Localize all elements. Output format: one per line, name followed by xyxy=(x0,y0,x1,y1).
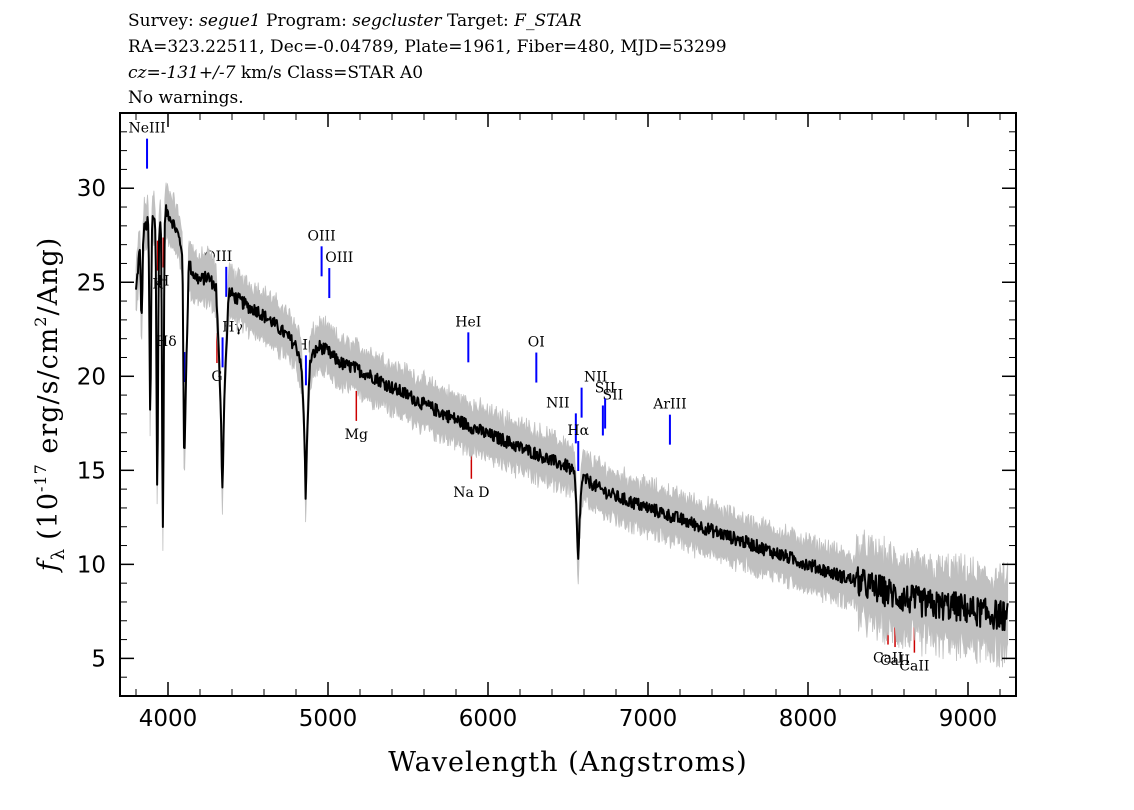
header-line-2: RA=323.22511, Dec=-0.04789, Plate=1961, … xyxy=(128,37,727,57)
y-axis-title-mid: erg/s/cm xyxy=(33,327,64,464)
y-axis-title-exp1: -17 xyxy=(31,463,50,492)
emission-line-label: Hγ xyxy=(222,319,243,335)
emission-line-label: OIII xyxy=(325,250,353,266)
target-value: F_STAR xyxy=(514,11,582,31)
y-axis-title-exp2: 2 xyxy=(31,316,50,327)
cz-rest: km/s Class=STAR A0 xyxy=(240,63,424,83)
x-tick-label: 5000 xyxy=(299,706,358,732)
x-tick-label: 7000 xyxy=(619,706,678,732)
y-tick-label: 15 xyxy=(77,458,106,484)
y-tick-label: 30 xyxy=(77,176,106,202)
emission-line-label: OIII xyxy=(308,228,336,244)
header-line-3: cz=-131+/-7 km/s Class=STAR A0 xyxy=(128,62,423,84)
y-tick-label: 5 xyxy=(91,646,106,672)
y-axis-title-sub: λ xyxy=(48,548,69,560)
program-value: segcluster xyxy=(352,11,442,31)
survey-label: Survey: xyxy=(128,11,194,31)
survey-value: segue1 xyxy=(199,11,261,31)
emission-line-label: Hα xyxy=(567,423,589,439)
flux-line xyxy=(135,204,1009,632)
target-label: Target: xyxy=(446,11,509,31)
emission-line-label: NeIII xyxy=(128,121,165,137)
header-line-1: Survey: segue1 Program: segcluster Targe… xyxy=(128,10,582,32)
error-band xyxy=(135,182,1009,668)
plot-frame xyxy=(119,112,1017,697)
emission-line-label: ArIII xyxy=(652,397,686,413)
emission-line-label: NII xyxy=(584,370,607,386)
x-tick-label: 6000 xyxy=(459,706,518,732)
flux-layer xyxy=(135,204,1009,632)
x-tick-label: 4000 xyxy=(139,706,198,732)
emission-line-label: SII xyxy=(595,381,616,397)
y-axis-title-end: /Ang) xyxy=(33,237,64,316)
emission-line-label: HeI xyxy=(455,314,481,330)
y-axis-title: fλ (10-17 erg/s/cm2/Ang) xyxy=(31,237,69,574)
header-line-4: No warnings. xyxy=(128,88,244,108)
program-label: Program: xyxy=(266,11,347,31)
x-axis-title: Wavelength (Angstroms) xyxy=(388,747,747,778)
x-tick-label: 9000 xyxy=(939,706,998,732)
absorption-line-label: H xyxy=(157,273,169,289)
absorption-line-label: CaII xyxy=(899,659,929,675)
error-band-layer xyxy=(135,182,1009,668)
absorption-line-label: G xyxy=(211,369,222,385)
emission-line-label: OI xyxy=(528,335,545,351)
y-tick-label: 10 xyxy=(77,552,106,578)
absorption-line-label: Mg xyxy=(345,427,368,443)
x-tick-label: 8000 xyxy=(779,706,838,732)
absorption-line-label: Na D xyxy=(453,485,489,501)
emission-line-label: NII xyxy=(546,395,569,411)
y-tick-label: 20 xyxy=(77,364,106,390)
cz-value: -131+/-7 xyxy=(160,63,236,83)
axis-ticks-layer: 4000 5000 6000 7000 8000 9000 5 10 15 20 25 30 xyxy=(77,113,1016,732)
absorption-line-label: CaII xyxy=(873,651,903,667)
y-tick-label: 25 xyxy=(77,270,106,296)
emission-line-label: SII xyxy=(603,387,624,403)
line-markers-layer: NeIIIHδHγOIIIHβOIIIOIIIHeIOINIIHαNIISIIS… xyxy=(128,121,929,675)
cz-label: cz= xyxy=(128,63,161,83)
y-axis-title-main: (10 xyxy=(33,492,64,540)
y-axis-title-f: f xyxy=(33,557,64,573)
absorption-line-label: CaII xyxy=(880,653,910,669)
